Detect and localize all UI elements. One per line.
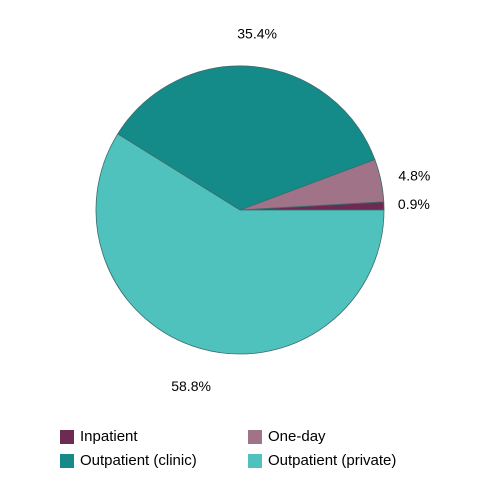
- legend-item-outpatient-clinic: Outpatient (clinic): [60, 452, 197, 469]
- data-label-outpatient-private: 58.8%: [171, 378, 211, 394]
- pie-slices: [95, 65, 385, 355]
- data-label-outpatient-clinic: 35.4%: [237, 26, 277, 42]
- legend-item-outpatient-private: Outpatient (private): [248, 452, 396, 469]
- legend-item-inpatient: Inpatient: [60, 428, 138, 445]
- pie-slice-outpatient-private: [95, 133, 385, 355]
- legend-swatch-inpatient: [60, 430, 74, 444]
- legend-swatch-one-day: [248, 430, 262, 444]
- legend-swatch-outpatient-clinic: [60, 454, 74, 468]
- legend: Inpatient One-day Outpatient (clinic) Outpa…: [60, 428, 396, 469]
- legend-item-one-day: One-day: [248, 428, 326, 445]
- legend-label-outpatient-clinic: Outpatient (clinic): [80, 452, 197, 469]
- legend-label-inpatient: Inpatient: [80, 428, 138, 445]
- data-label-one-day: 4.8%: [398, 167, 430, 183]
- legend-label-one-day: One-day: [268, 428, 326, 445]
- data-labels: 0.9% 4.8% 35.4% 58.8%: [171, 26, 430, 394]
- legend-label-outpatient-private: Outpatient (private): [268, 452, 396, 469]
- data-label-inpatient: 0.9%: [398, 196, 430, 212]
- legend-swatch-outpatient-private: [248, 454, 262, 468]
- pie-slice-outpatient-clinic: [117, 65, 376, 211]
